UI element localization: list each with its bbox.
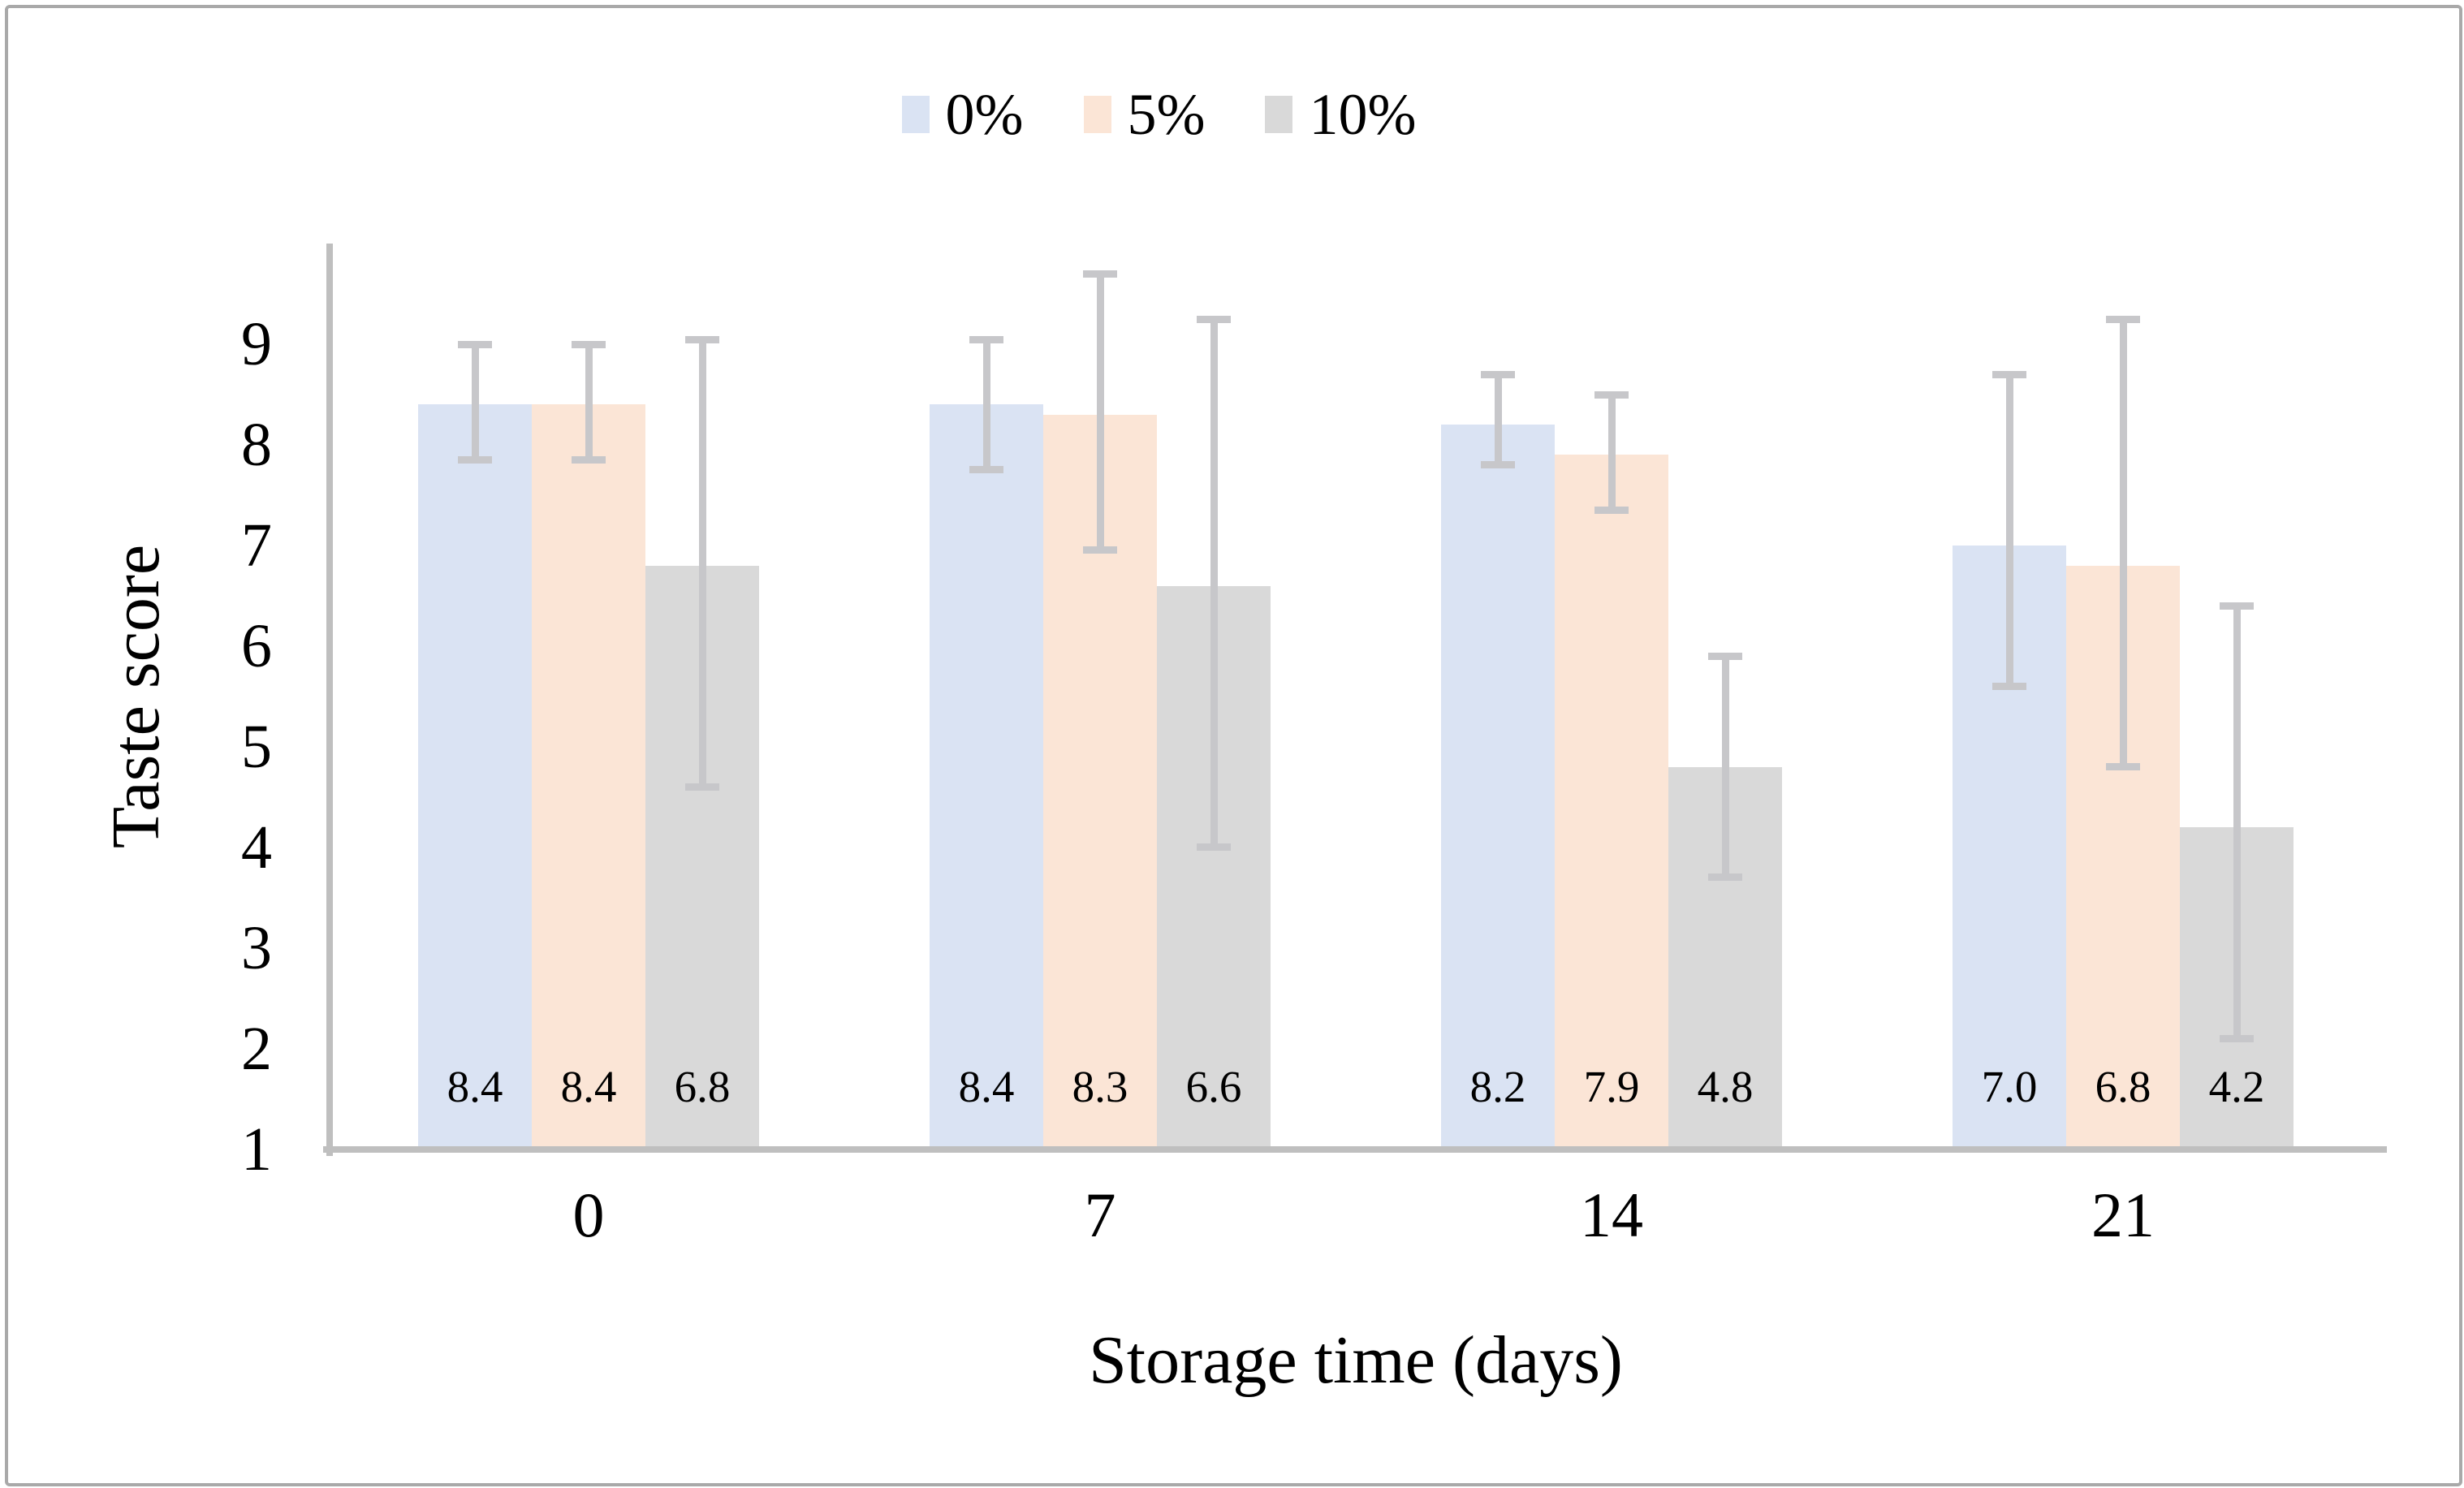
bar-value-label: 4.2 (2208, 1062, 2265, 1111)
bar-value-label: 7.9 (1583, 1062, 1640, 1111)
error-bar-line (1210, 319, 1218, 848)
y-axis-tick-label: 2 (241, 1015, 272, 1083)
error-bar-bottom-cap (1197, 843, 1231, 851)
error-bar-bottom-cap (685, 783, 719, 791)
y-axis-tick-label: 9 (241, 310, 272, 378)
error-bar-top-cap (685, 335, 719, 343)
y-axis-tick-label: 8 (241, 411, 272, 479)
error-bar-bottom-cap (1481, 460, 1515, 468)
error-bar-line (2233, 606, 2241, 1039)
y-axis-tick-label: 7 (241, 511, 272, 580)
bar (1441, 425, 1555, 1149)
error-bar-bottom-cap (2106, 762, 2140, 770)
legend-label: 10% (1309, 82, 1417, 147)
legend-swatch-icon (901, 96, 930, 133)
error-bar-line (982, 339, 990, 470)
legend: 0% 5% 10% (0, 82, 2318, 147)
error-bar-top-cap (1481, 371, 1515, 379)
bar-value-label: 7.0 (1981, 1062, 2038, 1111)
bar-value-label: 8.4 (447, 1062, 503, 1111)
x-axis-tick-label: 0 (572, 1180, 605, 1250)
plot-area: 8.4 8.4 6.8 0 8.4 8.3 6.6 7 8.2 7.9 4.8 14 7.0 6.8 4.2… (333, 244, 2379, 1247)
error-bar-top-cap (1197, 316, 1231, 323)
error-bar-line (2005, 374, 2013, 687)
bar-value-label: 4.8 (1697, 1062, 1754, 1111)
y-axis-tick-label: 6 (241, 612, 272, 680)
error-bar-top-cap (2106, 316, 2140, 323)
error-bar-bottom-cap (458, 455, 492, 464)
error-bar-top-cap (572, 341, 606, 348)
error-bar-top-cap (1708, 653, 1742, 661)
error-bar-bottom-cap (1708, 873, 1742, 882)
bar-value-label: 8.4 (560, 1062, 617, 1111)
x-axis-tick-label: 7 (1084, 1180, 1116, 1250)
y-axis-tick-label: 1 (241, 1115, 272, 1184)
y-axis-tick-label: 4 (241, 813, 272, 882)
error-bar-top-cap (969, 335, 1003, 343)
y-axis-line (326, 244, 333, 1156)
x-axis-title: Storage time (days) (1089, 1322, 1623, 1398)
x-axis-tick-label: 21 (2091, 1180, 2155, 1250)
error-bar-line (585, 344, 593, 460)
x-axis-line (323, 1146, 2387, 1153)
error-bar-bottom-cap (1083, 546, 1117, 554)
x-axis-tick-label: 14 (1580, 1180, 1643, 1250)
error-bar-bottom-cap (1992, 682, 2026, 690)
error-bar-top-cap (2220, 602, 2254, 610)
y-axis-title: Taste score (98, 544, 174, 849)
bar-value-label: 8.4 (958, 1062, 1015, 1111)
bar-value-label: 8.2 (1469, 1062, 1526, 1111)
error-bar-bottom-cap (2220, 1034, 2254, 1042)
legend-item: 0% (901, 82, 1024, 147)
error-bar-line (471, 344, 479, 460)
bar (1555, 455, 1668, 1149)
error-bar-bottom-cap (969, 466, 1003, 473)
error-bar-line (1607, 395, 1616, 511)
legend-item: 5% (1083, 82, 1206, 147)
chart-border (5, 5, 2462, 1486)
legend-label: 0% (945, 82, 1024, 147)
error-bar-line (1494, 374, 1502, 465)
y-axis-tick-label: 3 (241, 914, 272, 982)
legend-item: 10% (1265, 85, 1416, 144)
bar (418, 404, 532, 1149)
bar-value-label: 8.3 (1072, 1062, 1128, 1111)
error-bar-top-cap (1083, 270, 1117, 278)
error-bar-top-cap (1594, 391, 1629, 399)
legend-swatch-icon (1265, 96, 1293, 133)
error-bar-bottom-cap (1594, 506, 1629, 514)
bar-value-label: 6.6 (1185, 1062, 1242, 1111)
bar-value-label: 6.8 (2095, 1062, 2151, 1111)
y-axis-tick-label: 5 (241, 713, 272, 781)
bar (930, 404, 1043, 1149)
error-bar-line (1721, 656, 1729, 878)
error-bar-top-cap (458, 341, 492, 348)
bar (532, 404, 645, 1149)
error-bar-bottom-cap (572, 455, 606, 464)
legend-swatch-icon (1083, 96, 1111, 133)
error-bar-line (1096, 274, 1104, 551)
error-bar-top-cap (1992, 371, 2026, 379)
error-bar-line (698, 339, 706, 787)
bar-value-label: 6.8 (674, 1062, 731, 1111)
error-bar-line (2119, 319, 2127, 767)
legend-label: 5% (1127, 82, 1206, 147)
